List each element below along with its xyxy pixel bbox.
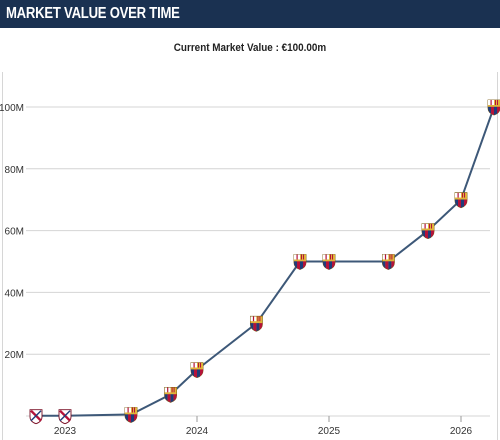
x-tick-label: 2024 [186, 426, 209, 437]
grid-lines [26, 106, 490, 417]
section-title: MARKET VALUE OVER TIME [6, 5, 180, 22]
section-header: MARKET VALUE OVER TIME [0, 0, 500, 28]
data-point[interactable] [487, 99, 500, 116]
data-point[interactable] [293, 254, 307, 271]
x-tick-label: 2026 [450, 426, 473, 437]
data-point[interactable] [190, 362, 204, 379]
barcelona-crest-icon [164, 386, 178, 403]
data-point[interactable] [58, 409, 72, 425]
spain-crest-icon [58, 409, 72, 425]
data-point[interactable] [381, 254, 395, 271]
data-point[interactable] [29, 409, 43, 425]
data-point[interactable] [322, 254, 336, 271]
market-value-line [36, 106, 495, 417]
barcelona-crest-icon [293, 254, 307, 270]
x-tick-label: 2025 [318, 426, 341, 437]
barcelona-crest-icon [190, 362, 204, 379]
y-tick-label: 40M [5, 288, 24, 299]
barcelona-crest-icon [487, 99, 500, 116]
spain-crest-icon [29, 409, 43, 425]
data-point[interactable] [124, 407, 138, 424]
y-axis-labels: 20M 40M 60M 80M 100M [0, 103, 24, 361]
x-tick-label: 2023 [54, 426, 77, 437]
current-market-value: Current Market Value : €100.00m [173, 42, 327, 54]
barcelona-crest-icon [381, 254, 395, 270]
data-point[interactable] [421, 223, 435, 240]
barcelona-crest-icon [249, 315, 263, 332]
data-points [29, 99, 500, 425]
barcelona-crest-icon [322, 254, 336, 270]
barcelona-crest-icon [124, 407, 138, 423]
x-axis-labels: 2023 2024 2025 2026 [54, 416, 473, 437]
barcelona-crest-icon [454, 192, 468, 209]
y-tick-label: 100M [0, 103, 24, 114]
barcelona-crest-icon [421, 223, 435, 240]
data-point[interactable] [164, 386, 178, 403]
data-point[interactable] [454, 192, 468, 209]
y-tick-label: 60M [5, 227, 24, 238]
y-tick-label: 20M [5, 350, 24, 361]
y-tick-label: 80M [5, 165, 24, 176]
data-point[interactable] [249, 315, 263, 332]
